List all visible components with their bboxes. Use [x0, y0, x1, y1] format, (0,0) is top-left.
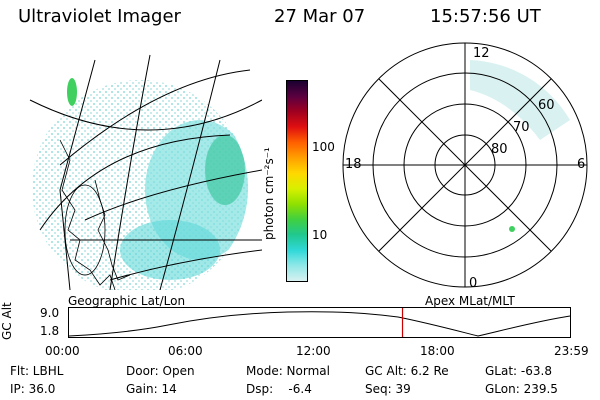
timeline-xtick-0: 00:00 [45, 344, 80, 358]
mlt-label-12: 12 [473, 46, 490, 61]
timeline-xtick-4: 23:59 [554, 344, 589, 358]
mlt-label-6: 6 [577, 157, 586, 172]
info-door: Door: Open [126, 364, 195, 378]
info-dsp: Dsp: -6.4 [246, 382, 312, 396]
timeline-plot [68, 307, 571, 338]
timeline-ytick-top: 9.0 [40, 306, 60, 320]
timeline-ylabel: GC Alt [0, 302, 14, 340]
info-glat: GLat: -63.8 [485, 364, 552, 378]
timeline-xtick-1: 06:00 [168, 344, 203, 358]
lat-label-70: 70 [513, 120, 530, 135]
polar-spot [509, 226, 515, 232]
apex-label: Apex MLat/MLT [425, 294, 515, 308]
info-filter: Flt: LBHL [10, 364, 64, 378]
lat-label-80: 80 [491, 142, 508, 157]
info-mode: Mode: Normal [246, 364, 330, 378]
info-glon: GLon: 239.5 [485, 382, 558, 396]
geographic-image [29, 54, 262, 290]
timeline-ytick-bottom: 1.8 [40, 324, 60, 338]
timeline-xtick-3: 18:00 [420, 344, 455, 358]
polar-plot [342, 42, 588, 288]
info-ip: IP: 36.0 [10, 382, 56, 396]
colorbar [286, 80, 308, 282]
date-label: 27 Mar 07 [274, 6, 366, 27]
lat-label-60: 60 [538, 98, 555, 113]
colorbar-tick-10: 10 [312, 228, 328, 242]
mlt-label-0: 0 [469, 276, 478, 291]
timeline-xtick-2: 12:00 [296, 344, 331, 358]
colorbar-unit-label: photon cm⁻²s⁻¹ [262, 147, 276, 240]
info-gc-alt: GC Alt: 6.2 Re [365, 364, 449, 378]
info-seq: Seq: 39 [365, 382, 411, 396]
aurora-spot [67, 78, 77, 106]
info-gain: Gain: 14 [126, 382, 177, 396]
time-label: 15:57:56 UT [430, 6, 541, 27]
mlt-label-18: 18 [345, 157, 362, 172]
geographic-label: Geographic Lat/Lon [68, 294, 186, 308]
colorbar-tick-100: 100 [312, 140, 335, 154]
instrument-title: Ultraviolet Imager [18, 6, 181, 27]
